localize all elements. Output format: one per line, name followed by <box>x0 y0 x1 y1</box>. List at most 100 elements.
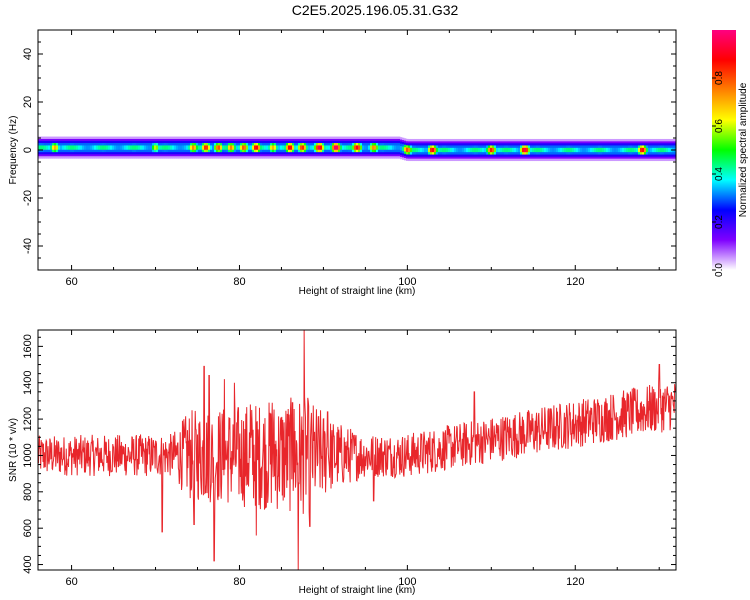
heatmap-cell <box>452 147 455 153</box>
heatmap-cell <box>262 145 265 150</box>
heatmap-cell <box>110 145 113 150</box>
heatmap-cell <box>518 147 521 153</box>
heatmap-cell <box>354 145 357 150</box>
heatmap-cell <box>426 147 429 153</box>
heatmap-cell <box>652 147 655 153</box>
heatmap-cell <box>128 145 131 150</box>
heatmap-cell <box>154 145 157 150</box>
heatmap-cell <box>352 145 355 150</box>
heatmap-cell <box>306 145 309 150</box>
heatmap-cell <box>562 147 565 153</box>
heatmap-cell <box>250 145 253 150</box>
heatmap-cell <box>216 145 219 150</box>
heatmap-cell <box>384 145 387 150</box>
heatmap-cell <box>494 147 497 153</box>
heatmap-cell <box>254 145 257 150</box>
spectrogram-heatmap <box>38 136 676 162</box>
heatmap-cell <box>50 145 53 150</box>
heatmap-cell <box>578 147 581 153</box>
heatmap-cell <box>232 145 235 150</box>
heatmap-cell <box>458 147 461 153</box>
heatmap-cell <box>288 145 291 150</box>
heatmap-cell <box>616 147 619 153</box>
heatmap-cell <box>638 147 641 153</box>
heatmap-cell <box>508 147 511 153</box>
heatmap-cell <box>164 145 167 150</box>
heatmap-cell <box>486 147 489 153</box>
heatmap-cell <box>214 145 217 150</box>
heatmap-cell <box>636 147 639 153</box>
heatmap-cell <box>38 145 41 150</box>
heatmap-cell <box>228 145 231 150</box>
heatmap-cell <box>310 145 313 150</box>
heatmap-cell <box>284 145 287 150</box>
heatmap-cell <box>166 145 169 150</box>
heatmap-cell <box>460 147 463 153</box>
heatmap-cell <box>218 145 221 150</box>
heatmap-cell <box>122 145 125 150</box>
heatmap-cell <box>576 147 579 153</box>
heatmap-cell <box>210 145 213 150</box>
heatmap-cell <box>618 147 621 153</box>
figure-title: C2E5.2025.196.05.31.G32 <box>292 2 459 18</box>
heatmap-cell <box>212 145 215 150</box>
heatmap-cell <box>574 147 577 153</box>
heatmap-cell <box>440 147 443 153</box>
heatmap-cell <box>454 147 457 153</box>
heatmap-cell <box>538 147 541 153</box>
heatmap-cell <box>136 145 139 150</box>
heatmap-cell <box>278 145 281 150</box>
heatmap-cell <box>604 147 607 153</box>
colorbar-tick-label: 0.0 <box>714 263 725 277</box>
y-tick-label: 40 <box>22 48 34 60</box>
heatmap-cell <box>308 145 311 150</box>
heatmap-cell <box>42 145 45 150</box>
heatmap-cell <box>290 145 293 150</box>
heatmap-cell <box>112 145 115 150</box>
heatmap-cell <box>478 147 481 153</box>
heatmap-cell <box>302 145 305 150</box>
spectrogram-x-label: Height of straight line (km) <box>299 286 416 297</box>
heatmap-cell <box>532 147 535 153</box>
heatmap-cell <box>286 145 289 150</box>
heatmap-cell <box>558 147 561 153</box>
heatmap-cell <box>86 145 89 150</box>
heatmap-cell <box>362 145 365 150</box>
heatmap-cell <box>52 145 55 150</box>
heatmap-cell <box>472 147 475 153</box>
heatmap-cell <box>348 145 351 150</box>
y-tick-label: 1000 <box>22 443 34 467</box>
heatmap-cell <box>60 145 63 150</box>
heatmap-cell <box>560 147 563 153</box>
heatmap-cell <box>260 145 263 150</box>
heatmap-cell <box>322 145 325 150</box>
colorbar-gradient <box>712 30 736 270</box>
colorbar-tick-label: 0.2 <box>714 215 725 229</box>
heatmap-cell <box>340 145 343 150</box>
heatmap-cell <box>386 145 389 150</box>
heatmap-cell <box>566 147 569 153</box>
heatmap-cell <box>334 145 337 150</box>
heatmap-cell <box>64 145 67 150</box>
heatmap-cell <box>320 145 323 150</box>
heatmap-cell <box>378 145 381 150</box>
heatmap-cell <box>546 147 549 153</box>
heatmap-cell <box>200 145 203 150</box>
colorbar-tick-label: 0.4 <box>714 167 725 181</box>
heatmap-cell <box>258 145 261 150</box>
heatmap-cell <box>144 145 147 150</box>
heatmap-cell <box>174 145 177 150</box>
y-tick-label: 1200 <box>22 407 34 431</box>
heatmap-cell <box>298 145 301 150</box>
heatmap-cell <box>490 147 493 153</box>
heatmap-cell <box>448 147 451 153</box>
heatmap-cell <box>360 145 363 150</box>
heatmap-cell <box>444 147 447 153</box>
heatmap-cell <box>106 145 109 150</box>
heatmap-cell <box>134 145 137 150</box>
heatmap-cell <box>152 145 155 150</box>
heatmap-cell <box>646 147 649 153</box>
heatmap-cell <box>188 145 191 150</box>
heatmap-cell <box>416 147 419 153</box>
